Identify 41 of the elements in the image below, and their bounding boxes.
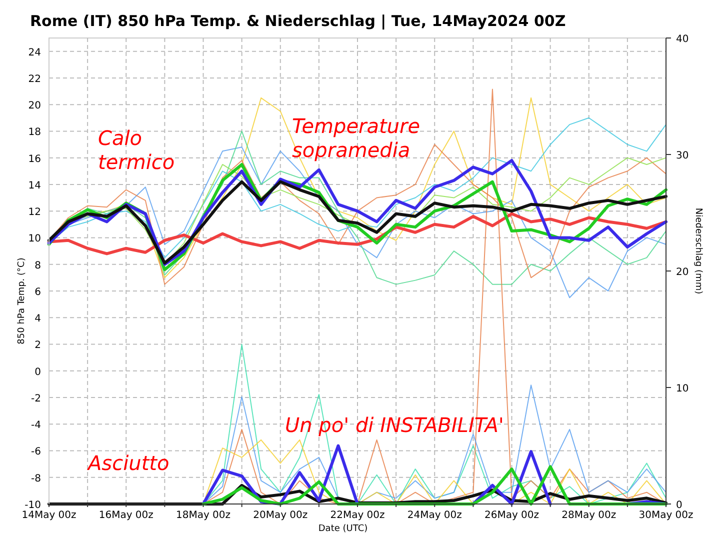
line-series xyxy=(202,465,668,506)
y-tick-label: 18 xyxy=(28,127,41,138)
x-tick-label: 20May 00z xyxy=(253,510,308,521)
y-tick-label: 10 xyxy=(28,234,41,245)
y-tick-label: 6 xyxy=(34,286,41,298)
y-tick-label: 20 xyxy=(28,100,41,112)
y-tick-label: -8 xyxy=(31,473,41,484)
y2-axis-title: Niederschlag (mm) xyxy=(693,208,703,294)
x-tick-label: 24May 00z xyxy=(407,510,462,521)
y-tick-label: 0 xyxy=(34,366,41,378)
y-tick-label: -2 xyxy=(31,393,41,404)
x-axis-title: Date (UTC) xyxy=(318,524,368,534)
x-tick-label: 28May 00z xyxy=(562,510,616,521)
y-tick-label: 24 xyxy=(28,47,41,58)
y-tick-label: 2 xyxy=(34,340,41,352)
y-tick-label: -6 xyxy=(31,446,41,458)
y-tick-label: 14 xyxy=(28,180,41,192)
y-tick-label: 8 xyxy=(34,260,41,272)
y2-tick-label: 0 xyxy=(676,500,682,511)
chart-title: Rome (IT) 850 hPa Temp. & Niederschlag | Tue, 14May2024 00Z xyxy=(30,12,566,30)
x-tick-label: 30May 00z xyxy=(638,510,694,521)
x-tick-label: 14May 00z xyxy=(22,510,76,521)
x-tick-label: 16May 00z xyxy=(98,510,154,521)
y-axis-title: 850 hPa Temp. (°C) xyxy=(17,258,27,344)
y-tick-label: 4 xyxy=(34,314,41,325)
y-tick-label: 16 xyxy=(28,154,41,165)
y2-tick-label: 10 xyxy=(676,384,689,394)
y-tick-label: 12 xyxy=(28,207,41,218)
y-tick-label: -4 xyxy=(31,420,41,432)
x-tick-label: 22May 00z xyxy=(330,510,385,521)
x-tick-label: 18May 00z xyxy=(176,510,231,521)
line-series xyxy=(48,180,668,265)
y-tick-label: 22 xyxy=(28,74,41,85)
x-tick-label: 26May 00z xyxy=(484,510,540,521)
y2-tick-label: 20 xyxy=(676,267,689,278)
annotation: Calo termico xyxy=(98,126,175,174)
y2-tick-label: 30 xyxy=(676,150,689,162)
annotation: Asciutto xyxy=(86,451,170,475)
y2-tick-label: 40 xyxy=(676,34,689,45)
y-tick-label: -10 xyxy=(24,500,41,511)
line-series xyxy=(48,212,668,256)
